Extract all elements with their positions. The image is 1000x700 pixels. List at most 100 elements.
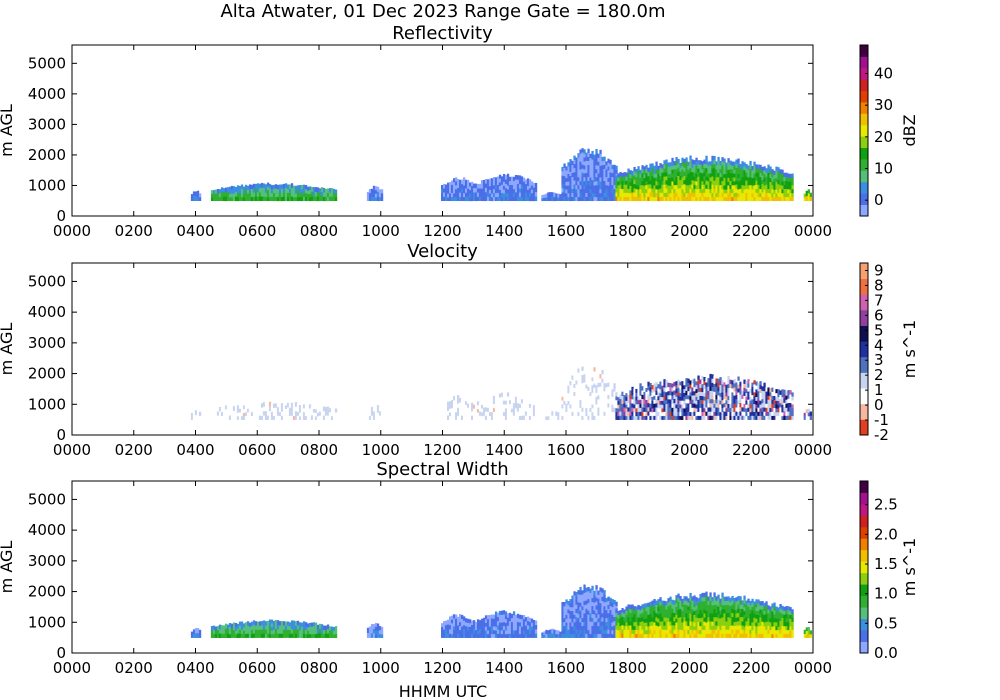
x-tick-label: 2200 — [732, 441, 770, 459]
y-tick-label: 2000 — [28, 146, 66, 164]
x-tick-label: 1600 — [547, 659, 585, 677]
colorbar-tick-label: 7 — [874, 291, 884, 309]
x-tick-label: 0200 — [115, 441, 153, 459]
colorbar-tick-label: 30 — [874, 96, 893, 114]
y-tick-label: 5000 — [28, 272, 66, 290]
colorbar-tick-label: -2 — [874, 426, 889, 444]
x-tick-label: 1800 — [609, 659, 647, 677]
x-tick-label: 1200 — [423, 222, 461, 240]
panel-title: Velocity — [407, 241, 478, 262]
y-ticks: 0 1000 2000 3000 4000 5000 — [28, 490, 813, 662]
y-tick-label: 2000 — [28, 583, 66, 601]
y-axis-label: m AGL — [0, 541, 16, 594]
x-tick-label: 1200 — [423, 441, 461, 459]
panel-title: Spectral Width — [376, 459, 508, 480]
x-ticks: 0000 0200 0400 0600 0800 1000 1200 1400 1600 1800… — [53, 481, 832, 677]
x-tick-label: 1000 — [362, 659, 400, 677]
echo-data — [190, 584, 812, 638]
x-tick-label: 0600 — [238, 659, 276, 677]
x-tick-label: 2000 — [670, 441, 708, 459]
x-axis-label: HHMM UTC — [399, 682, 487, 700]
colorbar-tick-label: 2.5 — [874, 496, 898, 514]
colorbar: 0 10 20 30 40 dBZ — [859, 44, 919, 217]
x-tick-label: 0000 — [53, 222, 91, 240]
x-tick-label: 1400 — [485, 441, 523, 459]
y-tick-label: 1000 — [28, 395, 66, 413]
y-axis-label: m AGL — [0, 104, 16, 157]
x-tick-label: 1200 — [423, 659, 461, 677]
x-tick-label: 1000 — [362, 441, 400, 459]
x-tick-label: 0800 — [300, 222, 338, 240]
x-tick-label: 2000 — [670, 222, 708, 240]
colorbar: 0.0 0.5 1.0 1.5 2.0 2.5 m s^-1 — [859, 480, 919, 662]
colorbar-label: m s^-1 — [900, 320, 919, 378]
y-tick-label: 0 — [56, 207, 66, 225]
y-tick-label: 3000 — [28, 115, 66, 133]
x-ticks: 0000 0200 0400 0600 0800 1000 1200 1400 1600 1800… — [53, 45, 832, 240]
colorbar-tick-label: 40 — [874, 65, 893, 83]
y-tick-label: 1000 — [28, 176, 66, 194]
y-axis-label: m AGL — [0, 323, 16, 376]
colorbar-tick-label: 5 — [874, 321, 884, 339]
colorbar-tick-label: 0 — [874, 191, 884, 209]
y-tick-label: 4000 — [28, 85, 66, 103]
x-tick-label: 0000 — [53, 441, 91, 459]
colorbar-tick-label: 1.0 — [874, 585, 898, 603]
x-tick-label: 0600 — [238, 441, 276, 459]
echo-data — [190, 148, 812, 202]
colorbar-label: m s^-1 — [900, 538, 919, 596]
y-tick-label: 5000 — [28, 490, 66, 508]
x-tick-label: 0000 — [794, 659, 832, 677]
y-tick-label: 5000 — [28, 54, 66, 72]
x-tick-label: 0400 — [176, 441, 214, 459]
x-tick-label: 0000 — [794, 441, 832, 459]
y-tick-label: 0 — [56, 426, 66, 444]
x-tick-label: 2200 — [732, 659, 770, 677]
x-tick-label: 2000 — [670, 659, 708, 677]
colorbar-tick-label: 0.0 — [874, 644, 898, 662]
y-ticks: 0 1000 2000 3000 4000 5000 — [28, 54, 813, 225]
figure-title: Alta Atwater, 01 Dec 2023 Range Gate = 1… — [220, 1, 665, 22]
x-tick-label: 0800 — [300, 659, 338, 677]
colorbar-label: dBZ — [900, 114, 919, 146]
x-tick-label: 1800 — [609, 441, 647, 459]
x-ticks: 0000 0200 0400 0600 0800 1000 1200 1400 1600 1800… — [53, 263, 832, 459]
x-tick-label: 0200 — [115, 222, 153, 240]
colorbar-tick-label: 4 — [874, 336, 884, 354]
y-tick-label: 4000 — [28, 303, 66, 321]
colorbar-tick-label: 2.0 — [874, 525, 898, 543]
x-tick-label: 0000 — [794, 222, 832, 240]
echo-data — [190, 366, 812, 420]
colorbar-tick-label: 3 — [874, 351, 884, 369]
colorbar-tick-label: 0 — [874, 396, 884, 414]
x-tick-label: 1400 — [485, 659, 523, 677]
x-tick-label: 1000 — [362, 222, 400, 240]
x-tick-label: 1400 — [485, 222, 523, 240]
colorbar-tick-label: -1 — [874, 411, 889, 429]
x-tick-label: 1800 — [609, 222, 647, 240]
x-tick-label: 0000 — [53, 659, 91, 677]
colorbar-tick-label: 1 — [874, 381, 884, 399]
y-tick-label: 3000 — [28, 552, 66, 570]
colorbar-tick-label: 2 — [874, 366, 884, 384]
y-tick-label: 0 — [56, 644, 66, 662]
colorbar-tick-label: 8 — [874, 276, 884, 294]
x-tick-label: 1600 — [547, 441, 585, 459]
x-tick-label: 0400 — [176, 222, 214, 240]
y-tick-label: 4000 — [28, 521, 66, 539]
panel-title: Reflectivity — [392, 23, 493, 44]
colorbar-tick-label: 10 — [874, 160, 893, 178]
x-tick-label: 0800 — [300, 441, 338, 459]
x-tick-label: 1600 — [547, 222, 585, 240]
colorbar-tick-label: 9 — [874, 261, 884, 279]
y-tick-label: 1000 — [28, 613, 66, 631]
colorbar-tick-label: 0.5 — [874, 614, 898, 632]
y-tick-label: 2000 — [28, 365, 66, 383]
panel-3: Spectral Width 0000 0200 0400 0600 0800 1000 12… — [0, 459, 919, 677]
x-tick-label: 0400 — [176, 659, 214, 677]
x-tick-label: 0600 — [238, 222, 276, 240]
